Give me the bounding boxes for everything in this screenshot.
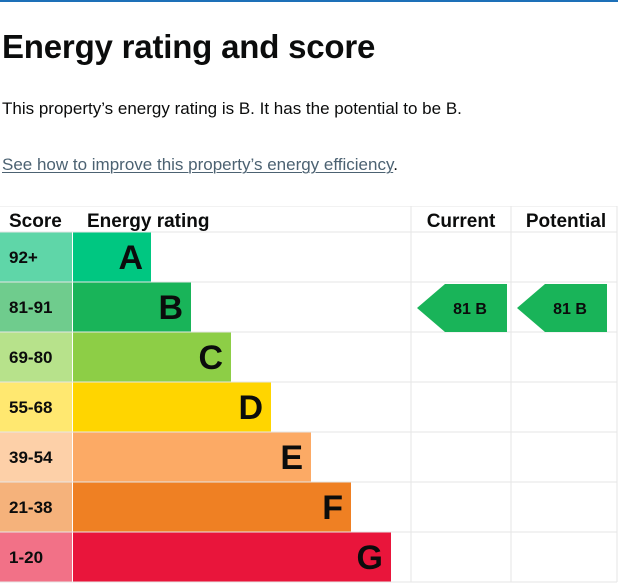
improve-energy-efficiency-link[interactable]: See how to improve this property’s energ… xyxy=(2,155,394,174)
band-bar-f xyxy=(73,482,351,532)
score-cell-b xyxy=(0,282,72,332)
current-rating-arrow-label: 81 B xyxy=(453,301,487,318)
rating-arrows: 81 B 81 B xyxy=(417,284,607,332)
score-cell-a xyxy=(0,232,72,282)
score-label-a: 92+ xyxy=(9,248,38,267)
band-letter-g: G xyxy=(357,539,383,577)
rating-bands: 92+ A 81-91 B 69-80 C 55-68 D 39-54 E 21-38 F 1-20 G xyxy=(0,231,617,583)
page-title: Energy rating and score xyxy=(2,28,376,65)
band-letter-c: C xyxy=(198,339,223,377)
link-suffix: . xyxy=(393,155,398,174)
header-energy-rating: Energy rating xyxy=(87,211,209,232)
score-label-e: 39-54 xyxy=(9,448,53,467)
score-label-b: 81-91 xyxy=(9,298,52,317)
band-letter-d: D xyxy=(238,389,263,427)
score-cell-f xyxy=(0,482,72,532)
band-bar-d xyxy=(73,382,271,432)
potential-rating-arrow-label: 81 B xyxy=(553,301,587,318)
energy-rating-chart: Score Energy rating Current Potential 92… xyxy=(0,206,618,585)
band-bar-b xyxy=(73,282,191,332)
score-label-d: 55-68 xyxy=(9,398,52,417)
header-score: Score xyxy=(9,211,62,232)
score-cell-e xyxy=(0,432,72,482)
score-label-c: 69-80 xyxy=(9,348,52,367)
band-bar-e xyxy=(73,432,311,482)
score-cell-g xyxy=(0,532,72,582)
band-letter-f: F xyxy=(322,489,343,527)
score-label-f: 21-38 xyxy=(9,498,52,517)
band-bar-c xyxy=(73,332,231,382)
score-label-g: 1-20 xyxy=(9,548,43,567)
improve-link-line: See how to improve this property’s energ… xyxy=(2,155,398,175)
score-cell-d xyxy=(0,382,72,432)
band-bar-g xyxy=(73,532,391,582)
header-current: Current xyxy=(427,211,496,232)
band-letter-a: A xyxy=(118,239,143,277)
energy-rating-chart-svg: Score Energy rating Current Potential 92… xyxy=(0,206,618,583)
score-cell-c xyxy=(0,332,72,382)
band-letter-b: B xyxy=(158,289,183,327)
potential-rating-arrow xyxy=(517,284,607,332)
top-rule xyxy=(0,0,618,2)
band-letter-e: E xyxy=(280,439,303,477)
band-bar-a xyxy=(73,232,151,282)
rating-summary: This property’s energy rating is B. It h… xyxy=(2,99,462,118)
header-potential: Potential xyxy=(526,211,606,232)
current-rating-arrow xyxy=(417,284,507,332)
